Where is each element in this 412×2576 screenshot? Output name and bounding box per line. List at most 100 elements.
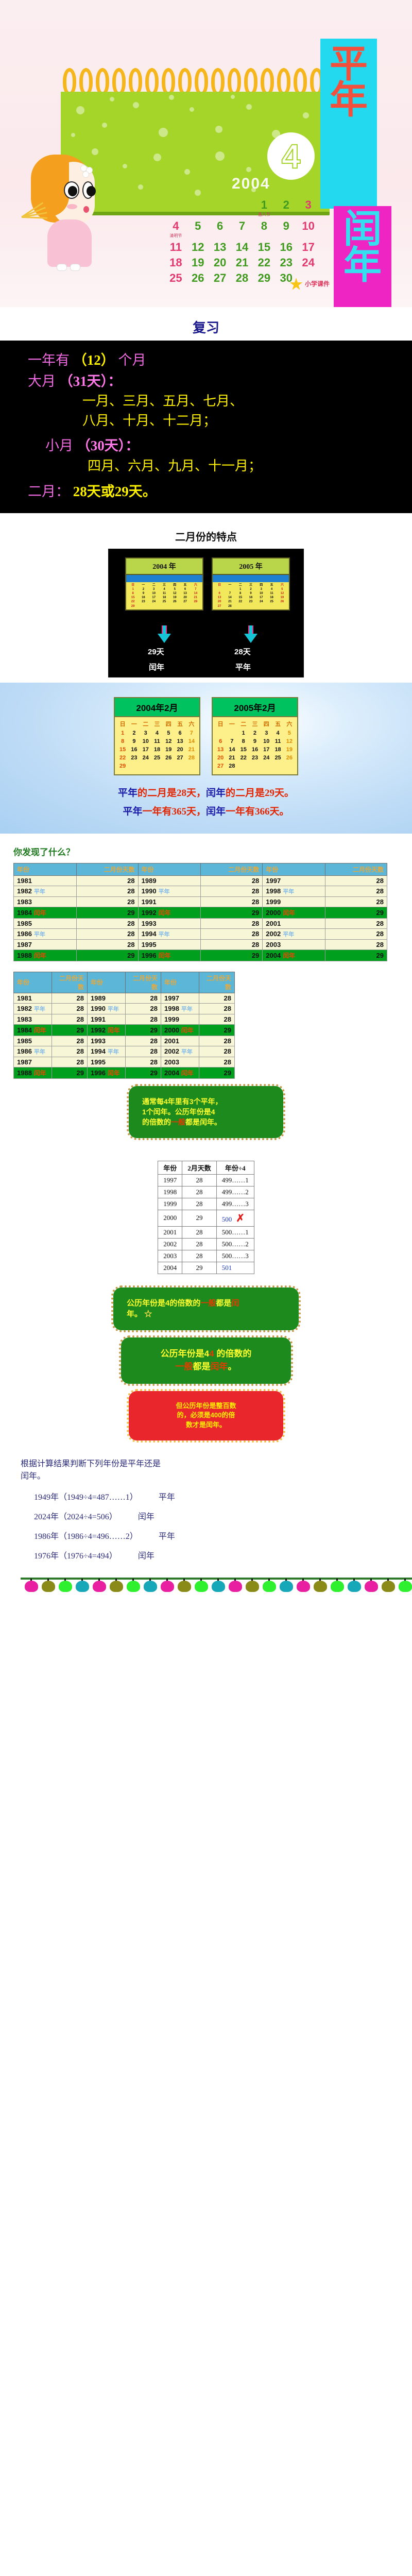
common-year-mark bbox=[32, 1060, 36, 1066]
feb-days-cell: 28 bbox=[198, 1035, 235, 1046]
leap-year-mark: 闰年 bbox=[158, 952, 171, 959]
year-cell: 1991 bbox=[138, 896, 201, 907]
weekday-四: 四 bbox=[173, 584, 177, 587]
weekday-日: 日 bbox=[131, 584, 135, 587]
rule2-run: 闰 bbox=[231, 1298, 239, 1308]
division-quotient-cell: 499……3 bbox=[216, 1197, 254, 1210]
review-smallmonth-label: 小月 bbox=[45, 438, 73, 454]
division-header-cell: 年份÷4 bbox=[216, 1160, 254, 1175]
weekday-三: 三 bbox=[162, 584, 166, 587]
minical-2005-title: 2005年2月 bbox=[213, 698, 297, 718]
common-year-mark: 平年 bbox=[283, 931, 295, 938]
feb-days-cell: 29 bbox=[324, 906, 388, 919]
star-icon-rule2: ☆ bbox=[144, 1310, 152, 1319]
stmt1-feb28: 的二月是28天， bbox=[137, 788, 206, 799]
table-row: 1982 平年 28 1990 平年 28 1998 平年 28 bbox=[13, 885, 388, 897]
exercise-expression: 1986年（1986÷4=496……2） bbox=[34, 1532, 138, 1541]
table-row: 2000 29 500 ✗ bbox=[158, 1209, 254, 1227]
date-cell: 2 bbox=[142, 588, 145, 591]
date-cell: 18 bbox=[274, 747, 281, 753]
common-year-mark bbox=[281, 942, 285, 948]
year-cell: 1990 平年 bbox=[87, 1003, 126, 1014]
rule-callout-4: 但公历年份是整百数 的，必须是400的倍 数才是闰年。 bbox=[127, 1388, 285, 1443]
common-year-mark bbox=[32, 942, 36, 948]
weekday-三: 三 bbox=[154, 721, 160, 728]
common-year-mark bbox=[157, 900, 161, 906]
date-cell: 27 bbox=[177, 755, 183, 761]
leap-year-mark: 闰年 bbox=[33, 952, 46, 959]
calendar-statement-2: 平年一年有365天，闰年一年有366天。 bbox=[0, 804, 412, 820]
date-cell: 22 bbox=[238, 600, 243, 604]
exercise-list: 1949年（1949÷4=487……1） 平年 2024年（2024÷4=506） 闰… bbox=[21, 1490, 391, 1561]
cover-date-25: 25 bbox=[169, 272, 182, 284]
table-row: 2002 28 500……2 bbox=[158, 1238, 254, 1250]
year-cell: 1995 bbox=[138, 939, 201, 950]
title-pingnian-char2: 年 bbox=[330, 78, 368, 122]
table-row: 1981 28 1989 28 1997 28 bbox=[13, 875, 388, 886]
date-cell: 25 bbox=[270, 600, 273, 604]
rule3-line2: 一般都是闰年。 bbox=[134, 1361, 278, 1374]
table-row: 1986 平年 28 1994 平年 28 2002 平年 28 bbox=[13, 928, 388, 940]
feb-days-cell: 28 bbox=[324, 939, 388, 950]
common-year-mark bbox=[106, 996, 110, 1002]
date-cell: 1 bbox=[121, 730, 125, 737]
exercise-answer: 闰年 bbox=[138, 1552, 154, 1561]
date-cell: 7 bbox=[230, 738, 234, 745]
date-cell: 24 bbox=[259, 600, 263, 604]
feb-days-cell: 28 bbox=[125, 1003, 162, 1014]
review-line-smallmonth: 小月 （30天）： bbox=[21, 435, 391, 456]
feb-days-cell: 28 bbox=[324, 918, 388, 929]
common-year-mark bbox=[32, 1017, 36, 1023]
cartoon-girl-illustration bbox=[21, 155, 103, 273]
year-table-header-row: 年份 二月份天数 年份 二月份天数 年份 二月份天数 bbox=[13, 862, 388, 876]
date-cell: 10 bbox=[142, 738, 149, 745]
date-cell: 7 bbox=[195, 588, 197, 591]
date-cell: 11 bbox=[154, 738, 160, 745]
feb-days-cell: 28 bbox=[198, 1056, 235, 1067]
feb-days-cell: 28 bbox=[200, 928, 263, 940]
date-cell: 6 bbox=[219, 738, 222, 745]
lantern-icon bbox=[399, 1581, 412, 1592]
title-banner-runnian: 闰 年 bbox=[334, 206, 391, 307]
date-cell: 15 bbox=[240, 747, 247, 753]
date-cell: 21 bbox=[194, 596, 198, 600]
division-table-slide: 年份 2月天数 年份÷4 1997 28 499……1 1998 28 499……2 1999 2… bbox=[0, 1154, 412, 1280]
year-table-header: 二月份天数 bbox=[324, 862, 388, 876]
date-cell: 26 bbox=[173, 600, 177, 604]
discover-question: 你发现了什么？ bbox=[13, 847, 75, 857]
common-year-mark bbox=[32, 878, 36, 885]
division-quotient-cell: 499……2 bbox=[216, 1185, 254, 1198]
date-cell: 19 bbox=[165, 747, 172, 753]
weekday-四: 四 bbox=[260, 584, 263, 587]
date-cell: 5 bbox=[174, 588, 176, 591]
lantern-icon bbox=[25, 1581, 38, 1592]
desk-calendar-2005-band bbox=[212, 575, 290, 583]
review-february-days: 28天或29天。 bbox=[73, 483, 157, 499]
date-cell: 10 bbox=[263, 738, 270, 745]
desk-calendar-2004-title: 2004 年 bbox=[125, 557, 203, 575]
rule-callout-3: 公历年份是44 的倍数的 一般都是闰年。 bbox=[119, 1335, 293, 1386]
review-smallmonth-list-1: 四月、六月、九月、十一月； bbox=[88, 458, 262, 473]
lantern-icon bbox=[297, 1581, 310, 1592]
table-row: 1998 28 499……2 bbox=[158, 1185, 254, 1198]
desk-calendar-2005-title: 2005 年 bbox=[212, 557, 290, 575]
table-row: 1986 平年 28 1994 平年 28 2002 平年 28 bbox=[13, 1045, 235, 1057]
date-cell: 6 bbox=[218, 592, 220, 596]
year-cell: 1983 bbox=[13, 1013, 52, 1025]
rule2-a: 公历年份是4的倍数的 bbox=[127, 1298, 201, 1308]
exercise-lead-2: 闰年。 bbox=[21, 1472, 46, 1481]
year-cell: 2004 闰年 bbox=[161, 1066, 199, 1079]
year-cell: 2003 bbox=[262, 939, 325, 950]
table-row: 1984 闰年 29 1992 闰年 29 2000 闰年 29 bbox=[13, 1024, 235, 1036]
year-cell: 1997 bbox=[262, 875, 325, 886]
exercise-lead-1: 根据计算结果判断下列年份是平年还是 bbox=[21, 1460, 161, 1469]
review-year-suffix: 个月 bbox=[118, 352, 146, 368]
lantern-icon bbox=[59, 1581, 72, 1592]
date-cell: 17 bbox=[259, 596, 263, 600]
exercise-answer: 平年 bbox=[158, 1532, 175, 1541]
lantern-icon bbox=[280, 1581, 293, 1592]
feb-days-cell: 29 bbox=[200, 906, 263, 919]
review-bigmonth-list-2: 八月、十月、十二月； bbox=[82, 413, 217, 428]
common-year-mark: 平年 bbox=[158, 888, 170, 895]
date-cell: 8 bbox=[242, 738, 245, 745]
